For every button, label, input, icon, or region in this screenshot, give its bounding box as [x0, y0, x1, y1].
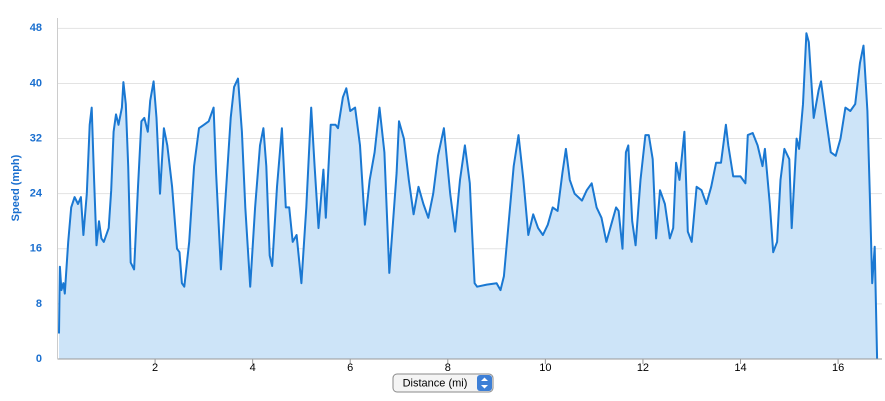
y-tick-label: 0	[36, 353, 42, 365]
x-tick-label: 2	[152, 362, 158, 374]
x-tick-label: 4	[250, 362, 256, 374]
x-tick-label: 14	[734, 362, 746, 374]
y-tick-label: 32	[30, 132, 42, 144]
x-tick-label: 10	[539, 362, 551, 374]
dropdown-icon	[481, 377, 488, 389]
dropdown-arrow[interactable]	[477, 375, 492, 391]
area-fill	[58, 33, 878, 359]
x-tick-label: 12	[637, 362, 649, 374]
x-axis-selector[interactable]: Distance (mi)	[392, 373, 494, 393]
y-tick-label: 40	[30, 77, 42, 89]
y-tick-label: 8	[36, 298, 42, 310]
speed-line	[58, 32, 879, 360]
y-tick-label: 16	[30, 243, 42, 255]
y-axis-label: Speed (mph)	[10, 154, 22, 221]
x-axis-label: Distance (mi)	[403, 377, 468, 389]
x-tick-label: 16	[832, 362, 844, 374]
x-tick-label: 6	[347, 362, 353, 374]
y-tick-label: 24	[30, 188, 43, 200]
y-tick-label: 48	[30, 22, 42, 34]
dropdown-box[interactable]	[392, 373, 494, 393]
x-tick-label: 8	[445, 362, 451, 374]
